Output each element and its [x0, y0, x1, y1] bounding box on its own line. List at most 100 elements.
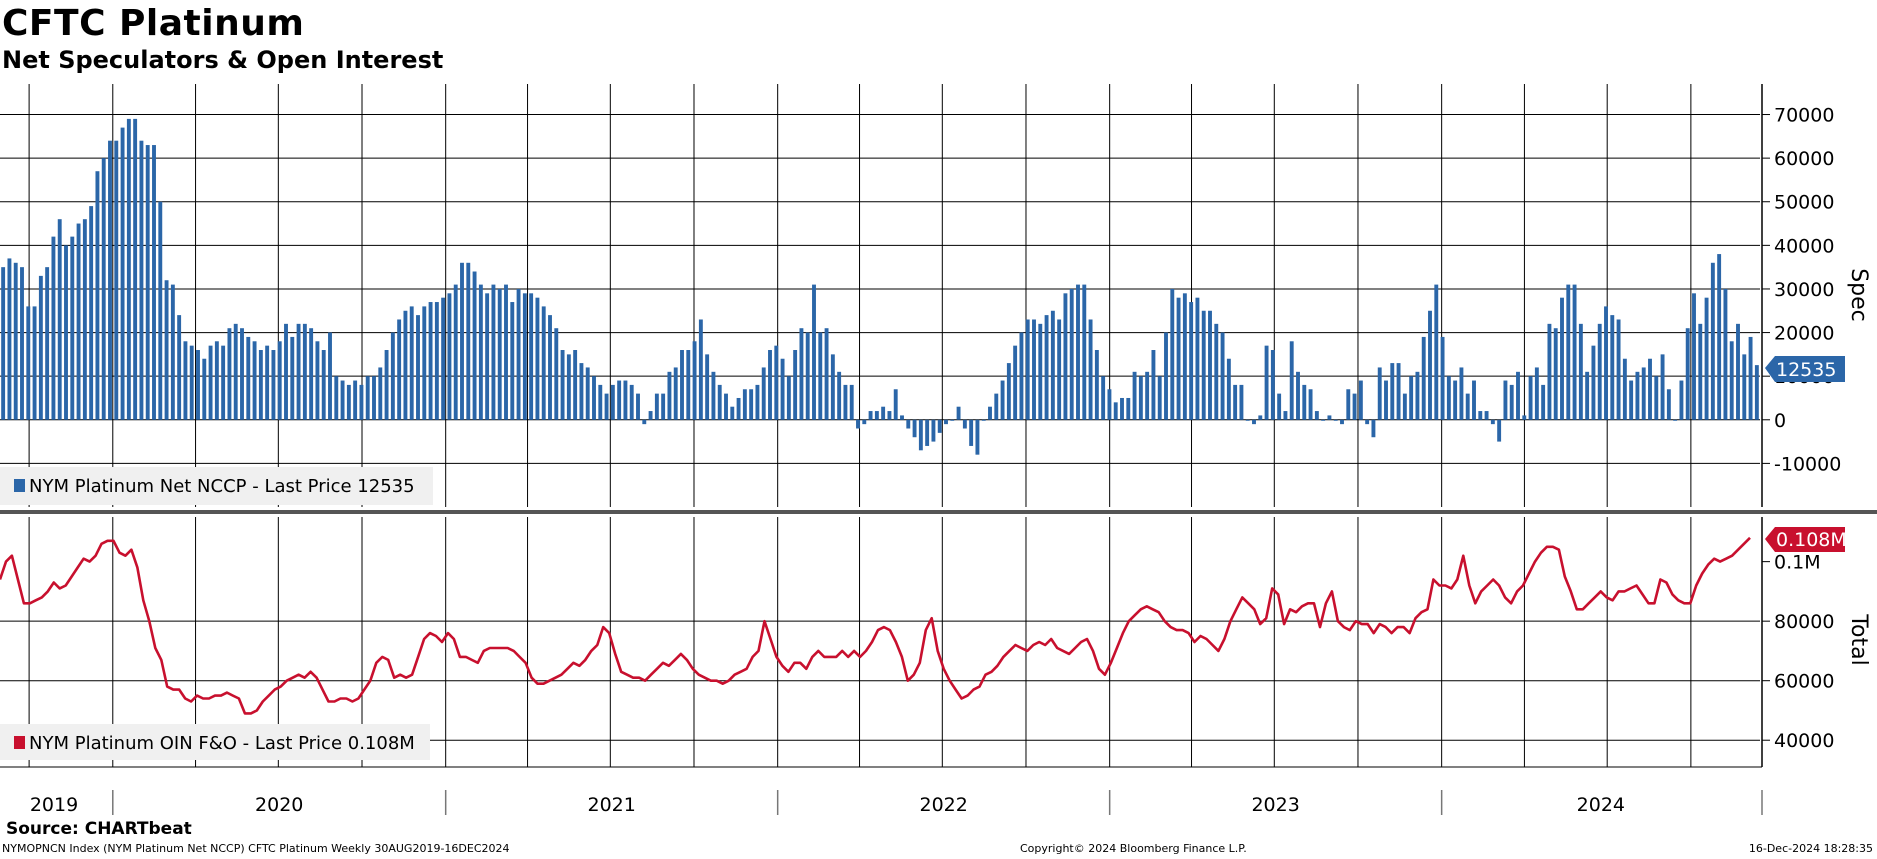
spec-bar	[1497, 420, 1501, 442]
spec-axis-title: Spec	[1846, 268, 1871, 322]
total-legend-label: NYM Platinum OIN F&O - Last Price 0.108M	[29, 733, 415, 754]
spec-bar	[542, 306, 546, 419]
source-note: Source: CHARTbeat	[6, 818, 192, 840]
spec-bar	[1145, 372, 1149, 420]
spec-bar	[1089, 319, 1093, 419]
spec-bar	[328, 333, 332, 420]
spec-bar	[1529, 376, 1533, 420]
spec-bar	[202, 359, 206, 420]
spec-bar	[114, 141, 118, 420]
spec-bar	[913, 420, 917, 437]
spec-bar	[504, 285, 508, 420]
x-tick-label: 2024	[1577, 794, 1625, 816]
spec-bar	[1189, 302, 1193, 420]
spec-bar	[1516, 372, 1520, 420]
spec-bar	[649, 411, 653, 420]
spec-bar	[315, 341, 319, 419]
spec-bar	[303, 324, 307, 420]
spec-bar	[1353, 394, 1357, 420]
spec-bar	[1346, 389, 1350, 420]
spec-bar	[253, 341, 257, 419]
spec-bar	[1755, 365, 1759, 420]
spec-bar	[906, 420, 910, 429]
spec-bar	[1661, 354, 1665, 419]
spec-bar	[26, 306, 30, 419]
spec-bar	[1742, 354, 1746, 419]
spec-bar	[1283, 411, 1287, 420]
spec-bar	[711, 372, 715, 420]
total-last-price-tag: 0.108M	[1765, 527, 1847, 552]
spec-bar	[271, 350, 275, 420]
spec-bar	[1522, 415, 1526, 419]
spec-legend: NYM Platinum Net NCCP - Last Price 12535	[0, 467, 433, 505]
spec-bar	[297, 324, 301, 420]
spec-bar	[667, 372, 671, 420]
spec-bar	[1057, 319, 1061, 419]
spec-bar	[14, 263, 18, 420]
spec-bar	[1635, 372, 1639, 420]
spec-bar	[70, 237, 74, 420]
spec-bar	[1403, 394, 1407, 420]
spec-bar	[1340, 420, 1344, 424]
spec-bar	[1233, 385, 1237, 420]
spec-bar	[1654, 376, 1658, 420]
spec-bar	[825, 328, 829, 420]
spec-bar	[605, 394, 609, 420]
spec-bar	[611, 385, 615, 420]
spec-bar	[240, 328, 244, 420]
spec-bar	[1441, 337, 1445, 420]
total-tick-label: 80000	[1774, 611, 1834, 633]
spec-bar	[1195, 298, 1199, 420]
spec-bar	[1227, 359, 1231, 420]
spec-bar	[881, 407, 885, 420]
x-tick-label: 2022	[919, 794, 967, 816]
spec-bar	[1485, 411, 1489, 420]
top-panel-grid	[0, 84, 1760, 507]
spec-bar	[479, 285, 483, 420]
spec-bar	[158, 202, 162, 420]
spec-bar	[931, 420, 935, 442]
spec-bar	[755, 385, 759, 420]
spec-bar	[749, 389, 753, 420]
spec-bar	[1390, 363, 1394, 420]
spec-bar	[429, 302, 433, 420]
total-legend-swatch	[14, 736, 25, 749]
spec-bar	[787, 376, 791, 420]
spec-bar	[265, 346, 269, 420]
spec-bar	[1472, 381, 1476, 420]
spec-bar	[1384, 381, 1388, 420]
spec-bar	[737, 398, 741, 420]
spec-bar	[1114, 402, 1118, 419]
spec-bar	[1736, 324, 1740, 420]
spec-bar	[77, 224, 81, 420]
spec-bar	[322, 350, 326, 420]
spec-bar	[121, 128, 125, 420]
spec-bar	[366, 376, 370, 420]
spec-bar	[1032, 319, 1036, 419]
spec-bar	[837, 372, 841, 420]
spec-bar	[1422, 337, 1426, 420]
spec-tick-label: -10000	[1774, 453, 1841, 475]
spec-bar	[83, 219, 87, 420]
spec-bar	[548, 315, 552, 420]
spec-bar	[1258, 415, 1262, 419]
spec-bar	[586, 367, 590, 419]
spec-bar	[58, 219, 62, 420]
x-tick-label: 2021	[587, 794, 635, 816]
spec-bar	[869, 411, 873, 420]
spec-bar	[1585, 372, 1589, 420]
spec-bar	[234, 324, 238, 420]
spec-bar	[466, 263, 470, 420]
spec-bar	[165, 280, 169, 420]
spec-bar	[812, 285, 816, 420]
spec-bar	[950, 420, 954, 421]
spec-bar	[875, 411, 879, 420]
spec-bar	[20, 267, 24, 420]
spec-bars	[1, 119, 1759, 455]
x-tick-label: 2019	[30, 794, 78, 816]
spec-bar	[1453, 381, 1457, 420]
spec-bar	[139, 141, 143, 420]
spec-bar	[1239, 385, 1243, 420]
spec-bar	[975, 420, 979, 455]
spec-bar	[1535, 367, 1539, 419]
